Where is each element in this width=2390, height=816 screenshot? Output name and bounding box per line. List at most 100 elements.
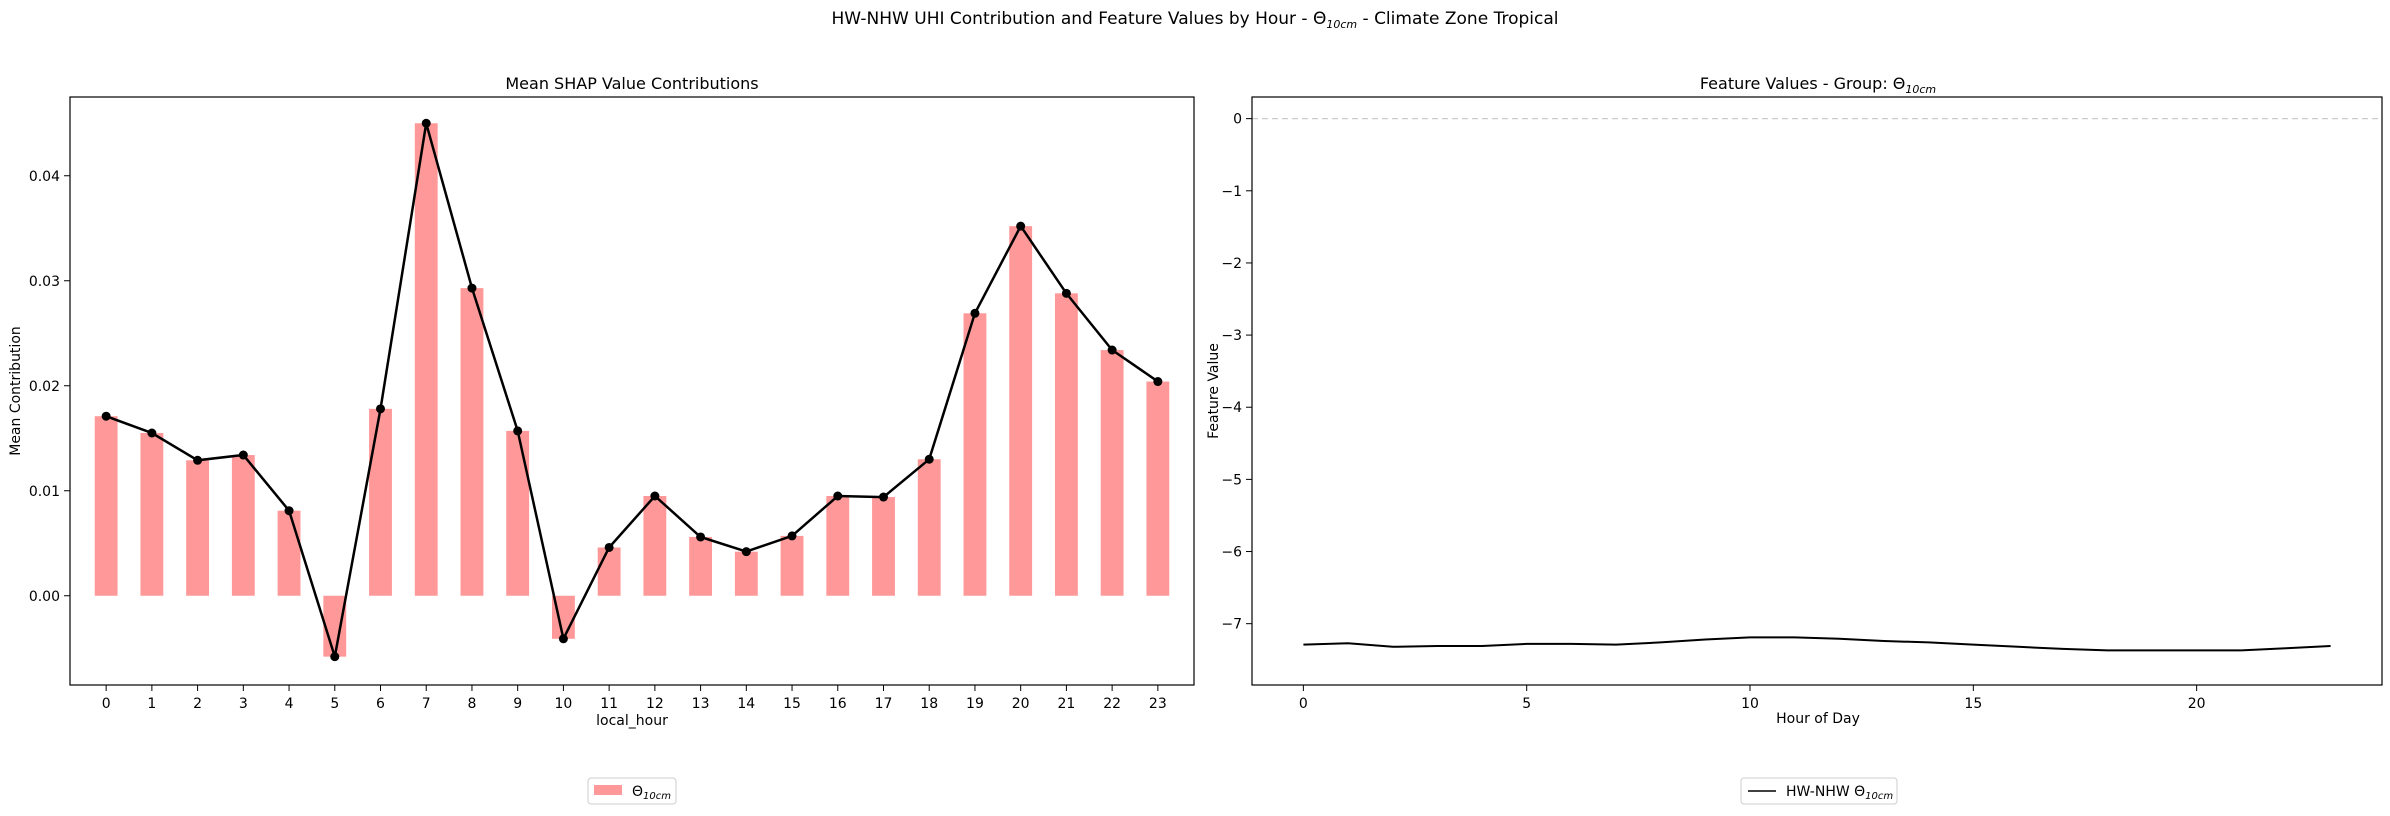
shap-point: [376, 404, 386, 414]
shap-point: [787, 531, 797, 541]
shap-point: [970, 308, 980, 318]
shap-legend-swatch: [594, 785, 622, 795]
shap-point: [147, 428, 157, 438]
shap-x-axis-label: local_hour: [596, 713, 668, 729]
shap-x-tick-label: 21: [1057, 696, 1075, 712]
shap-bar: [1146, 381, 1170, 596]
shap-bar: [460, 288, 484, 596]
shap-bar: [826, 496, 850, 596]
shap-x-tick-label: 4: [285, 696, 294, 712]
shap-x-tick-label: 6: [376, 696, 385, 712]
shap-point: [1107, 345, 1117, 355]
shap-x-tick-label: 10: [554, 696, 572, 712]
shap-point: [1061, 288, 1071, 298]
shap-point: [193, 455, 203, 465]
shap-point: [650, 491, 660, 501]
shap-bar: [140, 433, 164, 596]
shap-y-tick-label: 0.02: [29, 379, 60, 395]
shap-bar: [323, 595, 347, 657]
feature-chart-title: Feature Values - Group: Θ10cm: [1700, 74, 1936, 96]
shap-point: [878, 492, 888, 502]
shap-point: [604, 542, 614, 552]
shap-legend: Θ10cm: [587, 777, 677, 805]
shap-legend-label: Θ10cm: [632, 784, 671, 802]
shap-y-tick-label: 0.03: [29, 274, 60, 290]
shap-x-tick-label: 0: [102, 696, 111, 712]
shap-y-tick-label: 0.04: [29, 169, 60, 185]
shap-bar: [643, 496, 667, 596]
shap-bar: [689, 536, 713, 596]
shap-bar: [1100, 350, 1124, 596]
feature-x-tick-label: 20: [2188, 696, 2206, 712]
shap-line: [105, 122, 1159, 657]
shap-point: [284, 506, 294, 516]
shap-point: [467, 283, 477, 293]
feature-y-tick-label: −1: [1221, 184, 1242, 200]
shap-legend-box: [587, 777, 677, 805]
shap-y-tick-label: 0.00: [29, 589, 60, 605]
shap-point: [741, 547, 751, 557]
shap-point: [421, 118, 431, 128]
feature-plot-frame: [1251, 96, 2383, 686]
shap-x-tick-label: 1: [147, 696, 156, 712]
figure-title: HW-NHW UHI Contribution and Feature Valu…: [832, 9, 1559, 31]
feature-series-line: [1303, 636, 2331, 652]
shap-x-tick-label: 22: [1103, 696, 1121, 712]
feature-legend-box: [1740, 777, 1898, 805]
feature-y-tick-label: −6: [1221, 545, 1242, 561]
feature-chart: Feature Values - Group: Θ10cm 0 5 10 15 20 0 −…: [1206, 74, 2383, 805]
shap-point: [238, 450, 248, 460]
shap-bar: [277, 510, 301, 596]
shap-x-tick-label: 16: [829, 696, 847, 712]
shap-bar: [917, 459, 941, 596]
shap-bar: [94, 416, 118, 596]
shap-point: [101, 411, 111, 421]
shap-point: [924, 454, 934, 464]
shap-x-tick-label: 15: [783, 696, 801, 712]
shap-y-tick-label: 0.01: [29, 484, 60, 500]
shap-x-tick-label: 18: [920, 696, 938, 712]
shap-point: [558, 634, 568, 644]
shap-x-tick-label: 23: [1149, 696, 1167, 712]
feature-x-tick-label: 0: [1299, 696, 1308, 712]
shap-bar: [1009, 226, 1033, 596]
shap-bar: [414, 123, 438, 596]
feature-legend-label: HW-NHW Θ10cm: [1786, 784, 1893, 802]
feature-y-tick-label: −2: [1221, 256, 1242, 272]
shap-bar: [872, 497, 895, 596]
shap-x-tick-label: 17: [875, 696, 893, 712]
feature-x-tick-label: 10: [1741, 696, 1759, 712]
shap-point: [1153, 377, 1163, 387]
shap-x-tick-label: 13: [692, 696, 710, 712]
shap-bar: [597, 547, 621, 596]
shap-bar: [231, 455, 255, 596]
feature-y-axis-label: Feature Value: [1206, 343, 1222, 439]
shap-point: [1016, 221, 1026, 231]
feature-y-tick-label: −7: [1221, 617, 1242, 633]
shap-bar: [780, 535, 804, 596]
shap-x-tick-label: 7: [422, 696, 431, 712]
shap-x-tick-label: 5: [330, 696, 339, 712]
shap-point: [696, 532, 706, 542]
shap-bar: [1054, 293, 1078, 596]
feature-y-tick-label: −3: [1221, 328, 1242, 344]
shap-point: [513, 426, 523, 436]
shap-point: [833, 491, 843, 501]
shap-y-axis-label: Mean Contribution: [8, 326, 24, 456]
shap-x-tick-label: 11: [600, 696, 618, 712]
feature-x-tick-label: 15: [1964, 696, 1982, 712]
shap-x-tick-label: 12: [646, 696, 664, 712]
shap-bar: [963, 313, 987, 596]
shap-bar: [734, 551, 758, 596]
feature-x-tick-label: 5: [1522, 696, 1531, 712]
feature-legend: HW-NHW Θ10cm: [1740, 777, 1898, 805]
shap-point: [330, 652, 340, 662]
feature-y-tick-label: −4: [1221, 400, 1242, 416]
shap-x-tick-label: 9: [513, 696, 522, 712]
shap-chart-title: Mean SHAP Value Contributions: [505, 74, 758, 93]
shap-x-tick-label: 14: [737, 696, 755, 712]
shap-x-tick-label: 2: [193, 696, 202, 712]
shap-bar: [186, 460, 210, 596]
